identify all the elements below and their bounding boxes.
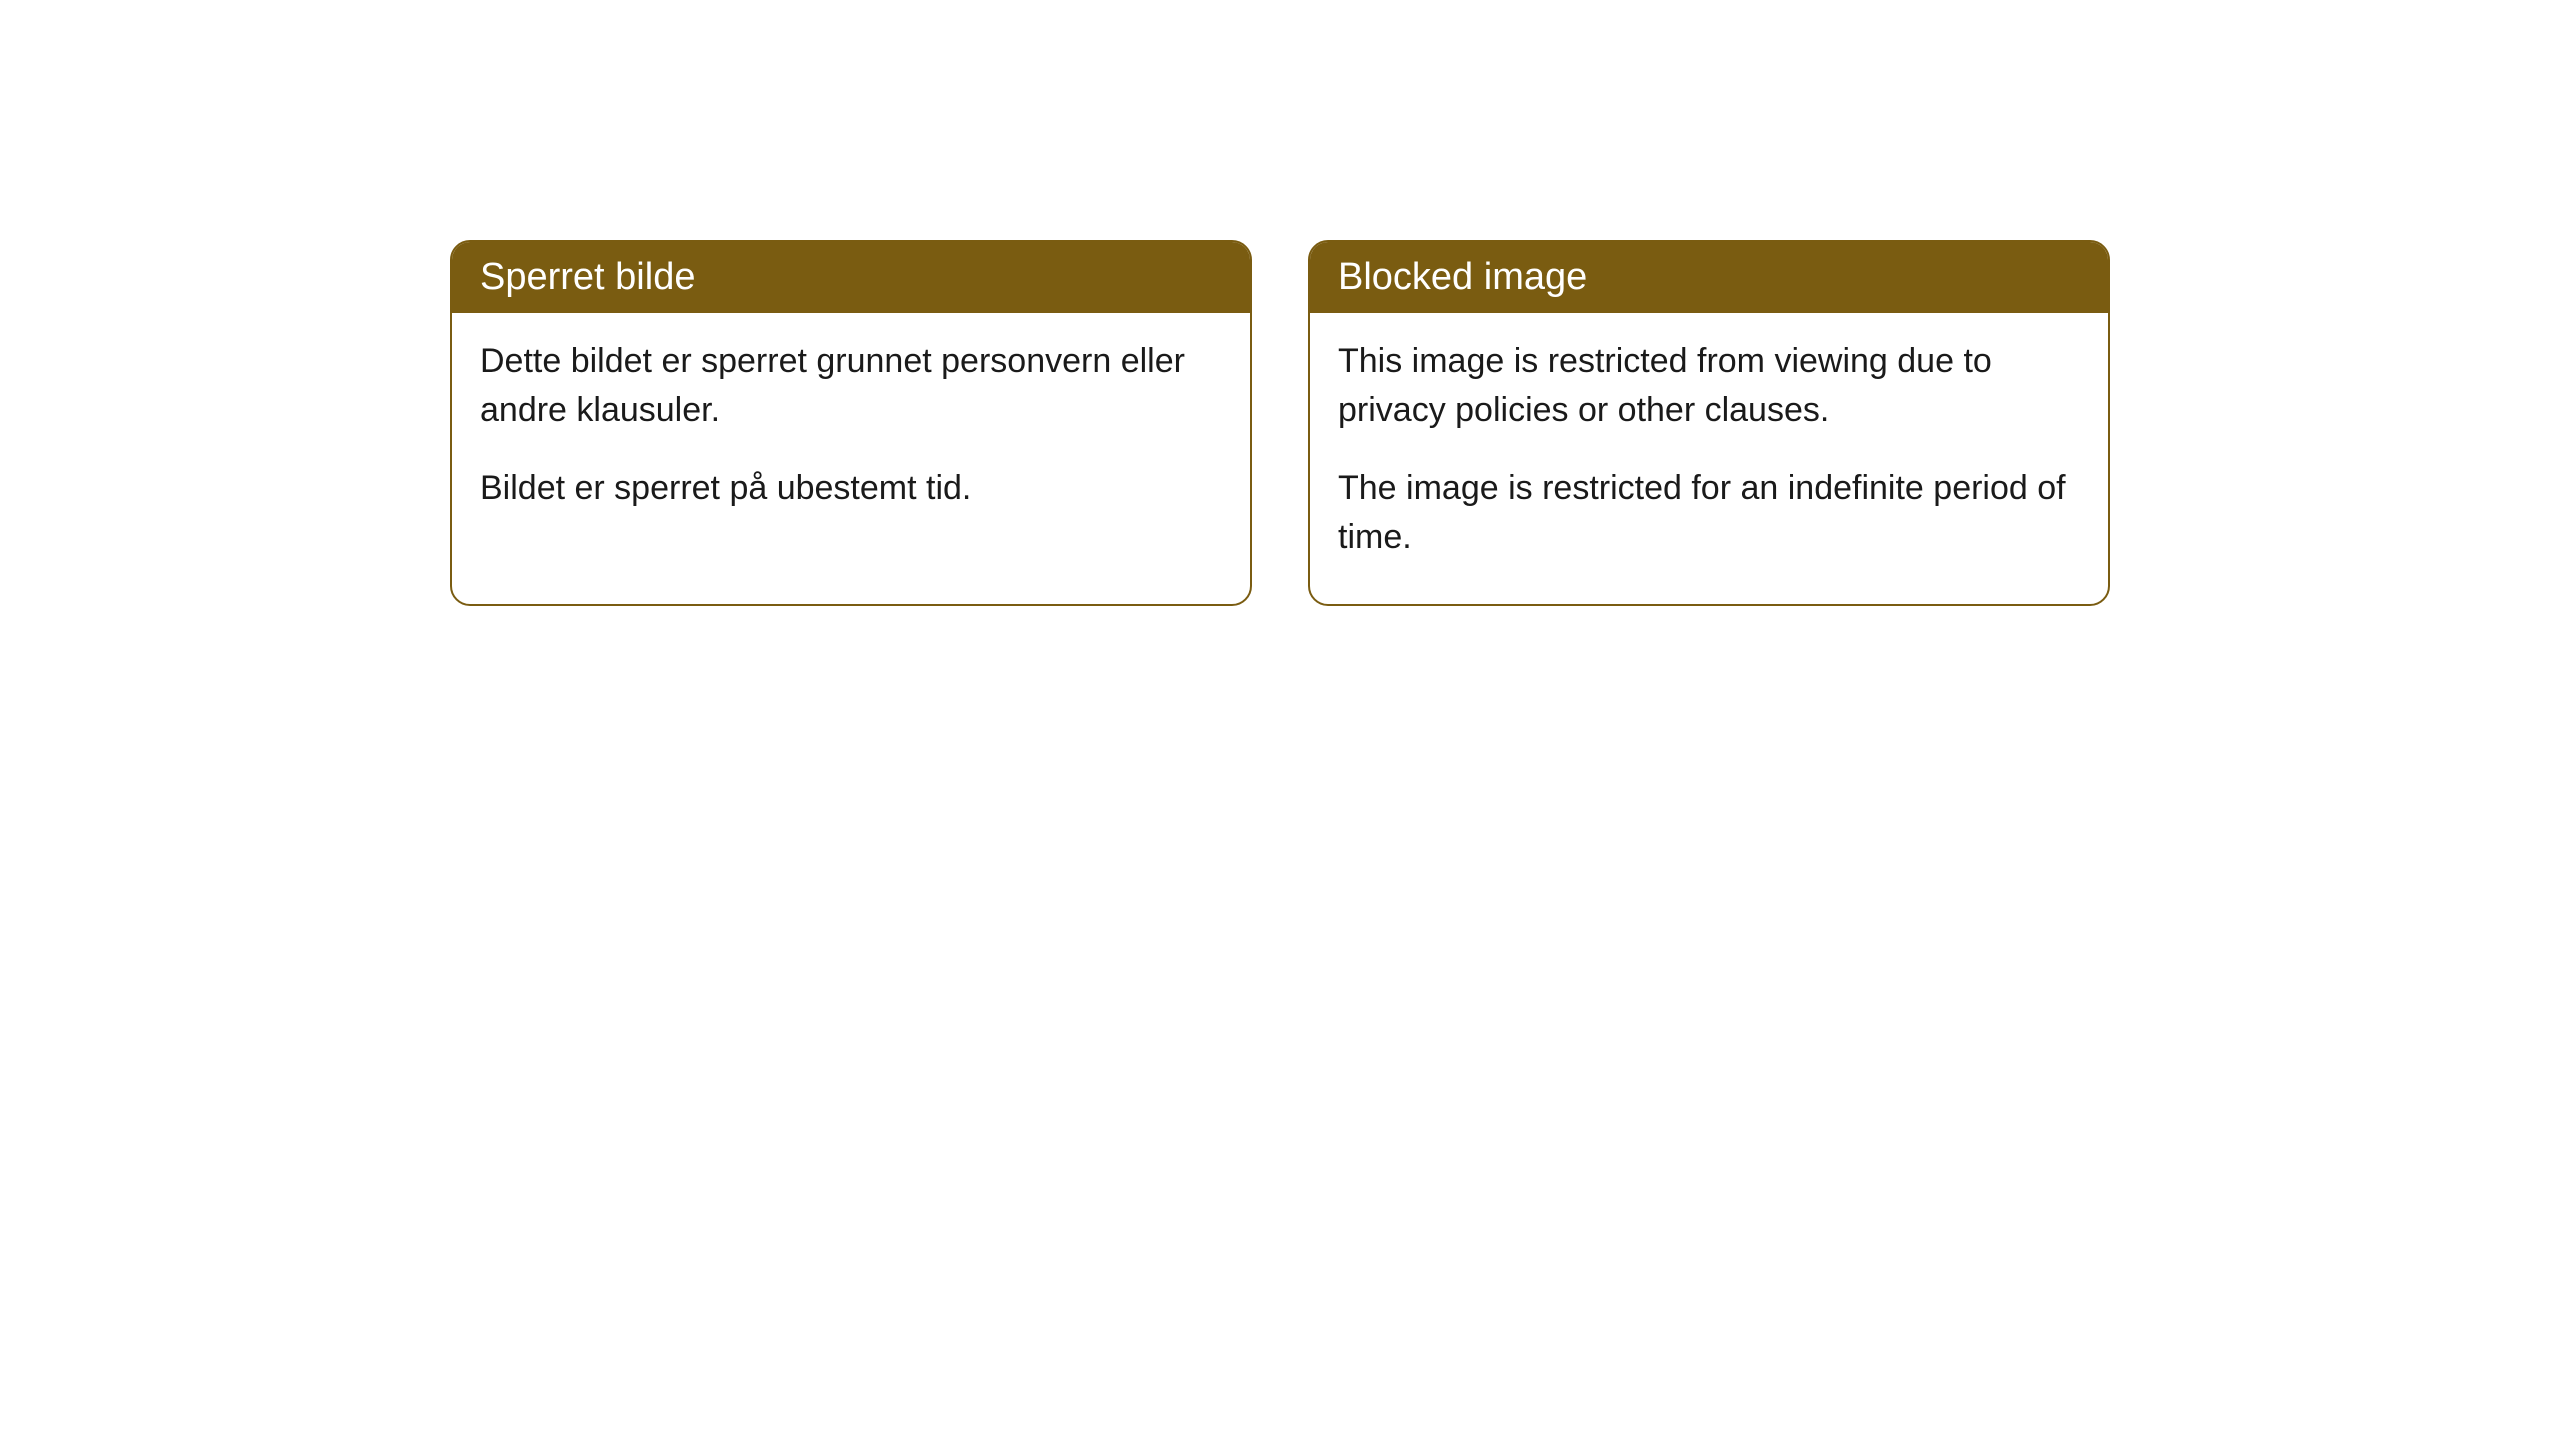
card-paragraph-2-norwegian: Bildet er sperret på ubestemt tid. — [480, 464, 1222, 513]
card-title-english: Blocked image — [1338, 256, 1587, 298]
card-paragraph-1-english: This image is restricted from viewing du… — [1338, 337, 2080, 436]
card-header-english: Blocked image — [1310, 242, 2108, 313]
card-body-english: This image is restricted from viewing du… — [1310, 313, 2108, 604]
card-title-norwegian: Sperret bilde — [480, 256, 695, 298]
blocked-image-cards-container: Sperret bilde Dette bildet er sperret gr… — [450, 240, 2560, 606]
blocked-image-card-norwegian: Sperret bilde Dette bildet er sperret gr… — [450, 240, 1252, 606]
card-body-norwegian: Dette bildet er sperret grunnet personve… — [452, 313, 1250, 555]
card-paragraph-1-norwegian: Dette bildet er sperret grunnet personve… — [480, 337, 1222, 436]
blocked-image-card-english: Blocked image This image is restricted f… — [1308, 240, 2110, 606]
card-paragraph-2-english: The image is restricted for an indefinit… — [1338, 464, 2080, 563]
card-header-norwegian: Sperret bilde — [452, 242, 1250, 313]
